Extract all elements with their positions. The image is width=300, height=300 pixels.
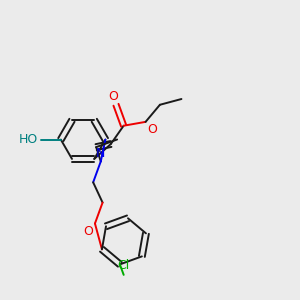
Text: O: O bbox=[108, 90, 118, 103]
Text: O: O bbox=[147, 123, 157, 136]
Text: O: O bbox=[84, 225, 94, 238]
Text: Cl: Cl bbox=[118, 260, 130, 272]
Text: N: N bbox=[96, 147, 106, 160]
Text: HO: HO bbox=[19, 133, 38, 146]
